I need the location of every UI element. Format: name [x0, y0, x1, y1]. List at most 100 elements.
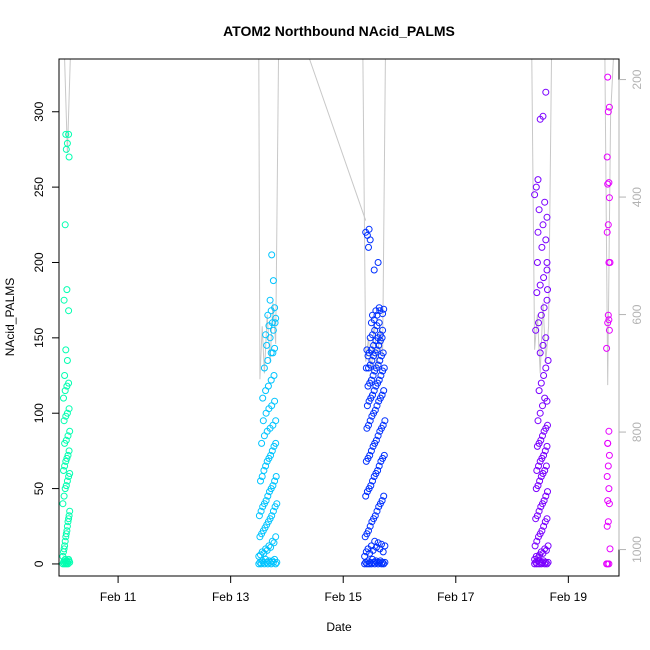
data-point	[540, 451, 548, 459]
data-point	[65, 379, 73, 387]
data-point	[603, 153, 611, 161]
chart-title: ATOM2 Northbound NAcid_PALMS	[223, 23, 455, 39]
data-point	[264, 382, 272, 390]
data-point	[537, 379, 545, 387]
data-point	[543, 259, 551, 266]
data-point	[536, 477, 544, 485]
data-point	[61, 537, 69, 545]
data-point	[536, 409, 544, 417]
data-point	[605, 560, 613, 568]
altitude-trace-4	[531, 58, 552, 374]
data-point	[366, 417, 374, 425]
data-point	[273, 500, 281, 508]
data-point	[63, 357, 71, 364]
data-point	[535, 206, 543, 214]
data-point	[64, 560, 72, 568]
data-point	[374, 467, 382, 474]
data-point	[365, 243, 372, 251]
data-point	[539, 341, 547, 349]
data-point	[375, 319, 383, 327]
series-4	[531, 88, 552, 568]
data-point	[267, 451, 275, 459]
data-point	[374, 432, 382, 440]
data-point	[536, 281, 544, 289]
data-point	[543, 213, 551, 221]
data-point	[264, 357, 272, 364]
data-point	[605, 194, 613, 202]
data-point	[376, 357, 384, 364]
data-point	[365, 421, 372, 429]
data-point	[264, 492, 272, 500]
data-point	[543, 296, 551, 304]
data-point	[604, 108, 612, 116]
data-point	[543, 515, 551, 523]
data-point	[62, 130, 70, 138]
data-point	[369, 372, 377, 379]
data-points-layer	[59, 73, 614, 568]
data-point	[542, 492, 550, 500]
data-point	[533, 512, 541, 520]
data-point	[375, 304, 383, 312]
data-point	[544, 286, 551, 294]
data-point	[272, 473, 280, 480]
data-point	[61, 387, 69, 395]
data-point	[369, 391, 376, 399]
data-point	[379, 558, 387, 566]
data-point	[381, 558, 389, 566]
data-point	[540, 497, 548, 505]
data-point	[379, 349, 387, 357]
data-point	[379, 310, 387, 318]
data-point	[367, 542, 375, 550]
data-point	[369, 477, 376, 485]
series-3	[361, 225, 389, 568]
data-point	[539, 221, 547, 229]
y-tick-label: 250	[32, 177, 46, 197]
x-tick-label: Feb 15	[325, 590, 363, 604]
data-point	[540, 372, 548, 379]
data-point	[373, 402, 381, 410]
data-point	[603, 228, 611, 236]
data-point	[544, 558, 552, 566]
data-point	[604, 497, 612, 505]
data-point	[60, 394, 67, 402]
data-point	[362, 364, 370, 372]
data-point	[604, 73, 612, 81]
data-point	[532, 552, 540, 560]
data-point	[64, 432, 72, 440]
data-point	[542, 334, 550, 342]
x-tick-label: Feb 17	[437, 590, 475, 604]
data-point	[361, 552, 369, 560]
data-point	[262, 331, 270, 339]
data-point	[63, 477, 71, 485]
data-point	[603, 522, 611, 530]
data-point	[367, 376, 375, 384]
data-point	[539, 112, 547, 120]
data-point	[263, 341, 271, 349]
data-point	[271, 319, 279, 327]
data-point	[544, 542, 552, 550]
y-tick-label: 50	[32, 482, 46, 496]
data-point	[543, 266, 551, 274]
data-point	[65, 405, 73, 413]
data-point	[541, 447, 549, 455]
data-point	[62, 530, 70, 538]
data-point	[604, 180, 612, 188]
data-point	[61, 221, 69, 229]
data-point	[380, 305, 388, 313]
data-point	[542, 462, 550, 470]
data-point	[380, 387, 388, 395]
data-point	[257, 507, 265, 515]
data-point	[541, 560, 549, 568]
data-point	[541, 198, 549, 206]
data-point	[604, 311, 612, 319]
data-point	[273, 558, 281, 566]
y-axis-label: NAcid_PALMS	[3, 278, 17, 356]
data-point	[541, 467, 549, 474]
data-point	[62, 482, 70, 490]
data-point	[542, 364, 550, 372]
data-point	[365, 225, 373, 233]
data-point	[66, 470, 74, 477]
